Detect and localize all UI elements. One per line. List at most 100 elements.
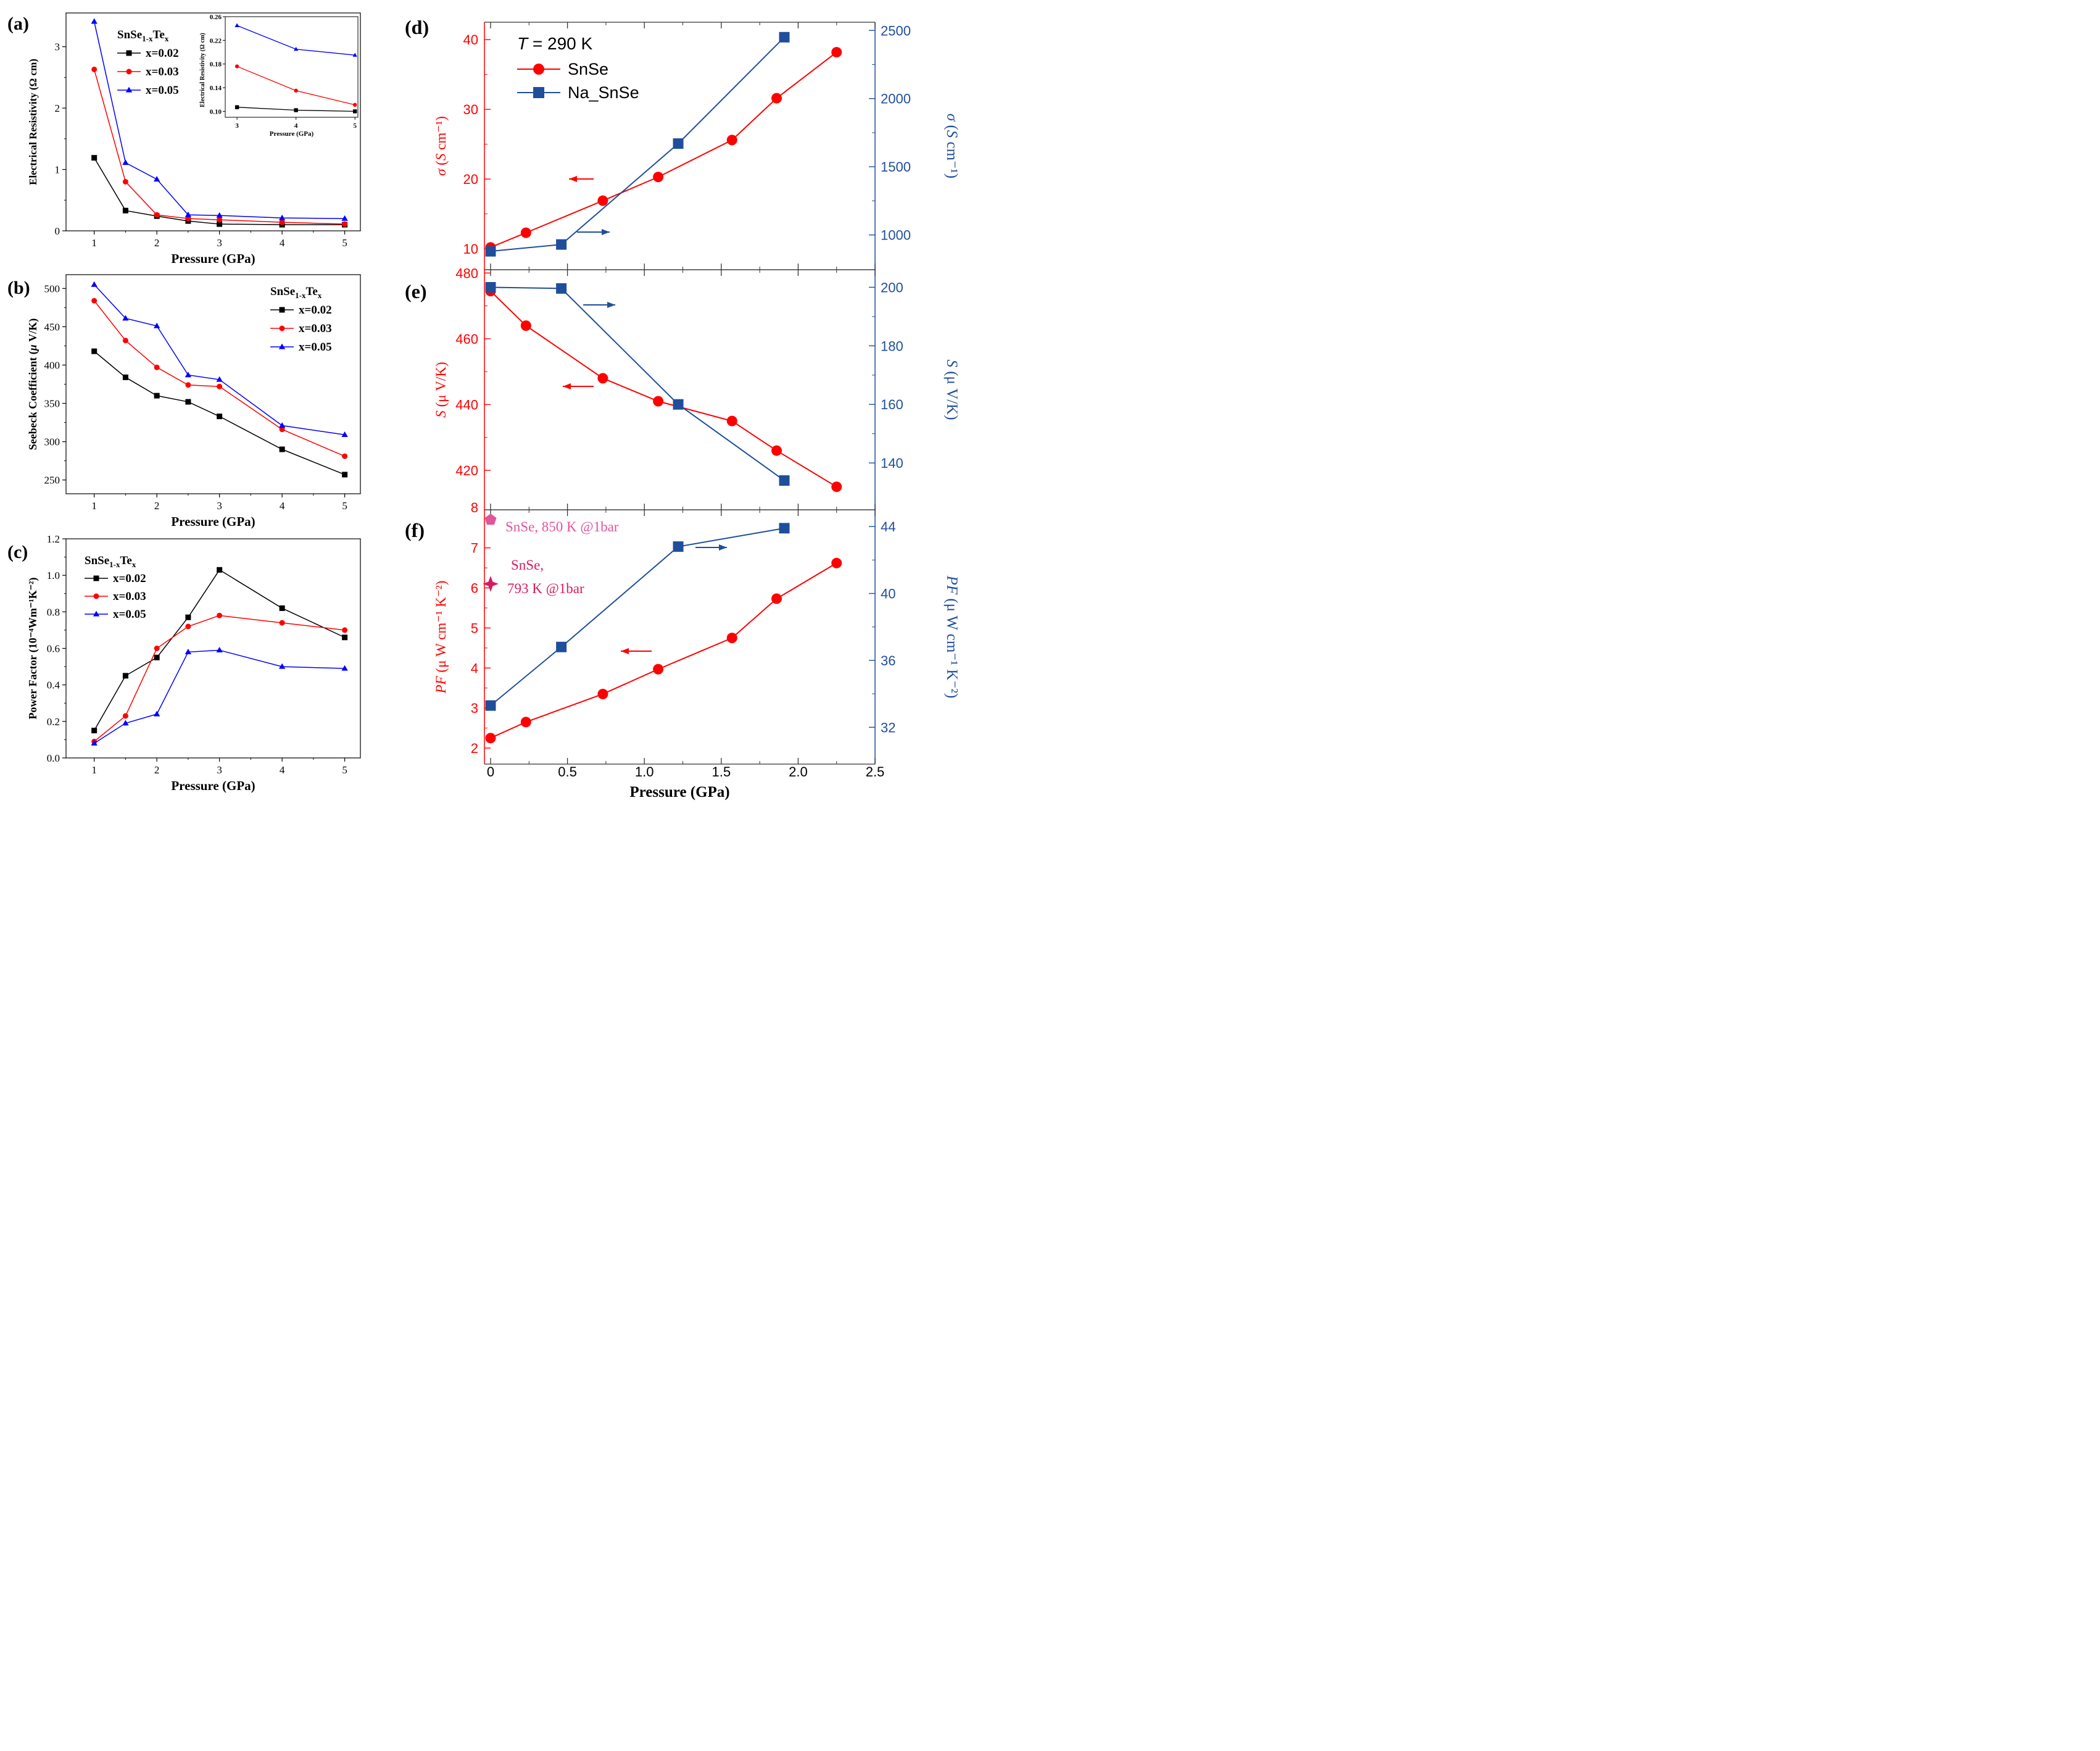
inset-x-tick-label: 3 — [235, 122, 239, 130]
left-y-tick-label: 480 — [455, 265, 478, 281]
data-point-SnSe — [771, 93, 782, 104]
inset-data-point-x=0.02 — [353, 109, 357, 114]
y-tick-label: 2 — [55, 102, 60, 114]
data-point-SnSe — [597, 373, 608, 384]
left-axis-arrow-head — [563, 383, 571, 389]
data-point-Na_SnSe — [485, 281, 496, 293]
x-tick-label: 1 — [91, 237, 97, 249]
reference-point-850K — [484, 514, 497, 525]
panel-label: (e) — [405, 280, 427, 302]
data-point-x=0.05 — [153, 322, 160, 328]
x-axis-label: Pressure (GPa) — [171, 778, 255, 793]
data-point-x=0.03 — [342, 221, 348, 227]
right-axis-arrow-head — [719, 544, 727, 551]
inset-data-point-x=0.03 — [353, 102, 357, 107]
legend-title: SnSe1-xTex — [117, 28, 169, 43]
y-axis-label: Electrical Resistivity (Ω cm) — [27, 59, 39, 185]
right-y-tick-label: 1500 — [881, 159, 911, 175]
data-point-SnSe — [597, 688, 608, 699]
reference-label-793K-line1: SnSe, — [511, 557, 544, 573]
x-tick-label: 2.0 — [789, 764, 808, 780]
data-point-SnSe — [726, 415, 737, 426]
left-y-tick-label: 420 — [455, 463, 478, 478]
inset-y-tick-label: 0.18 — [210, 61, 222, 69]
data-point-x=0.02 — [279, 446, 285, 452]
data-point-x=0.03 — [91, 297, 98, 304]
data-point-x=0.03 — [122, 338, 128, 344]
data-point-x=0.02 — [91, 348, 98, 354]
panel-b: 1 2 3 4 5 250 300 350 400 450 500 Pressure (GPa) See… — [7, 274, 361, 529]
x-tick-label: 1.0 — [635, 764, 654, 780]
x-axis-label: Pressure (GPa) — [171, 251, 255, 266]
legend-label: x=0.03 — [299, 322, 332, 335]
legend-label: x=0.03 — [146, 65, 179, 78]
data-point-SnSe — [653, 663, 664, 675]
legend-marker — [125, 86, 133, 93]
legend-title: SnSe1-xTex — [85, 554, 136, 569]
legend-marker — [93, 593, 99, 599]
data-point-x=0.03 — [185, 215, 191, 222]
inset-y-tick-label: 0.22 — [210, 37, 222, 44]
y-tick-label: 0.2 — [47, 716, 60, 728]
panel-f: 2 3 4 5 6 7 32 36 40 44 PF (μ W cm⁻¹ K⁻²) PF (μ W c… — [405, 509, 960, 801]
data-point-x=0.03 — [154, 364, 160, 370]
data-point-x=0.02 — [217, 567, 223, 573]
plot-frame — [65, 12, 361, 231]
data-point-SnSe — [520, 227, 531, 238]
y-tick-label: 450 — [44, 321, 60, 333]
left-y-tick-label: 7 — [471, 541, 478, 556]
inset-y-axis-label: Electrical Resistivity (Ω cm) — [199, 33, 206, 107]
inset-data-point-x=0.05 — [352, 52, 357, 57]
data-point-x=0.03 — [154, 212, 160, 218]
left-axis-arrow — [621, 648, 652, 654]
data-point-x=0.02 — [122, 374, 128, 380]
data-point-Na_SnSe — [673, 399, 684, 410]
data-point-x=0.03 — [342, 627, 348, 633]
right-axis-arrow — [583, 302, 615, 308]
data-point-Na_SnSe — [485, 246, 496, 257]
data-point-Na_SnSe — [673, 138, 684, 149]
left-y-axis-label: S (μ V/K) — [433, 362, 449, 417]
series-line-Na_SnSe — [490, 286, 785, 481]
data-point-SnSe — [726, 135, 737, 146]
data-point-x=0.05 — [278, 663, 286, 669]
panel-d: 10 20 30 40 1000 1500 2000 2500 σ (S cm⁻¹) σ (S c… — [405, 16, 960, 270]
data-point-x=0.05 — [278, 214, 286, 220]
data-point-x=0.02 — [122, 207, 128, 214]
data-point-x=0.05 — [122, 159, 129, 165]
legend-marker — [279, 307, 285, 313]
series-line-x=0.03 — [93, 69, 345, 225]
y-tick-label: 500 — [44, 283, 60, 294]
panel-c: 1 2 3 4 5 0.0 0.2 0.4 0.6 0.8 1.0 1.2 Pressure (GPa)… — [7, 533, 361, 793]
data-point-x=0.02 — [91, 155, 98, 161]
data-point-x=0.03 — [217, 383, 223, 389]
y-tick-label: 400 — [44, 359, 60, 371]
data-point-Na_SnSe — [779, 475, 790, 486]
panel-label: (c) — [7, 542, 28, 562]
x-tick-label: 5 — [342, 764, 347, 776]
inset-y-tick-label: 0.14 — [210, 85, 222, 92]
data-point-x=0.02 — [342, 472, 348, 478]
data-point-Na_SnSe — [779, 523, 790, 534]
y-tick-label: 0 — [55, 225, 60, 237]
inset-data-point-x=0.03 — [234, 64, 239, 69]
x-tick-label: 1 — [91, 764, 97, 776]
x-axis-label: Pressure (GPa) — [629, 784, 729, 801]
panel-label: (a) — [7, 14, 29, 34]
legend-marker — [533, 87, 544, 98]
legend-marker — [278, 343, 286, 349]
temperature-annotation: T = 290 K — [517, 34, 593, 53]
left-axis-arrow — [569, 176, 594, 182]
inset-data-point-x=0.05 — [234, 23, 239, 27]
right-axis-arrow-head — [602, 229, 610, 235]
series-line-Na_SnSe — [490, 527, 785, 706]
x-tick-label: 2.5 — [866, 764, 885, 780]
x-axis-label: Pressure (GPa) — [171, 514, 255, 529]
legend-label: x=0.05 — [113, 608, 146, 621]
panel-e: 420 440 460 480 140 160 180 200 S (μ V/K) S (μ V/… — [405, 265, 960, 515]
right-y-axis-label: PF (μ W cm⁻¹ K⁻²) — [944, 575, 960, 699]
right-y-tick-label: 36 — [881, 653, 895, 668]
data-point-SnSe — [771, 593, 782, 604]
data-point-x=0.03 — [279, 620, 285, 626]
reference-label-793K-line2: 793 K @1bar — [507, 581, 584, 596]
